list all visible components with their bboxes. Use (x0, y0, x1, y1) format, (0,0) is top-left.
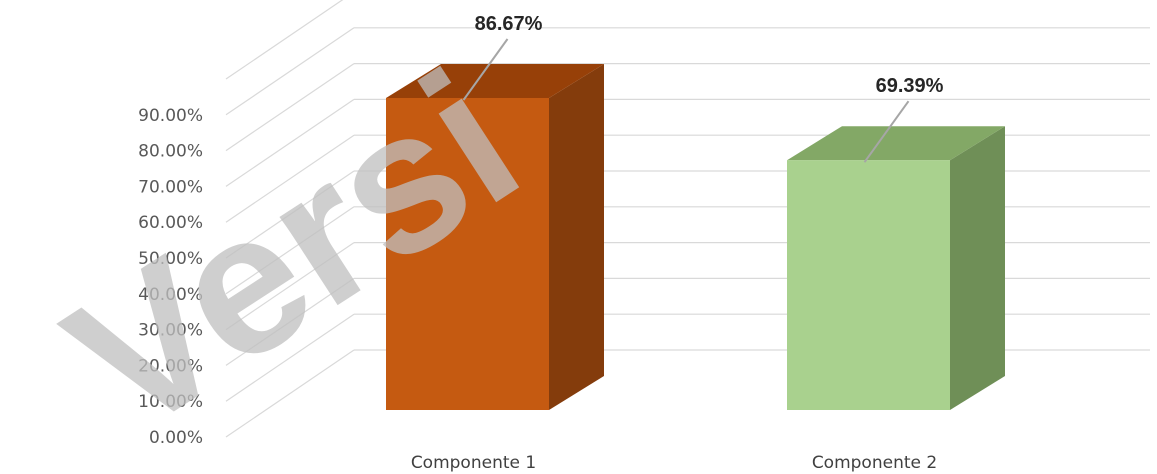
x-axis-category-labels: Componente 1 Componente 2 (411, 453, 937, 473)
y-tick-label: 40.00% (138, 285, 203, 305)
bar (787, 160, 950, 410)
bar-side-face (950, 126, 1005, 411)
x-category-label: Componente 1 (411, 453, 536, 473)
y-tick-label: 90.00% (138, 106, 203, 126)
gridline-floor (225, 63, 355, 152)
bar-top-face (386, 63, 604, 98)
gridline-floor (225, 170, 355, 259)
gridline-floor (225, 27, 355, 116)
gridline-floor (225, 98, 355, 187)
gridline-floor (225, 134, 355, 223)
gridline-floor (225, 349, 355, 438)
gridline-floor (225, 0, 344, 80)
bars (386, 63, 1005, 411)
gridline-floor (225, 206, 355, 295)
y-tick-label: 80.00% (138, 142, 203, 162)
x-category-label: Componente 2 (812, 453, 937, 473)
y-axis-tick-labels: 0.00% 10.00% 20.00% 30.00% 40.00% 50.00% 60.00… (138, 106, 203, 448)
bar-top-face (787, 126, 1005, 161)
data-label: 86.67% (475, 13, 543, 35)
data-label-leader-line (462, 38, 509, 101)
gridline-floor (225, 313, 355, 402)
y-tick-label: 60.00% (138, 213, 203, 233)
y-tick-label: 0.00% (149, 428, 203, 448)
y-tick-label: 30.00% (138, 321, 203, 341)
gridline-floor (225, 242, 355, 331)
gridline-floor (225, 277, 355, 366)
y-tick-label: 20.00% (138, 356, 203, 376)
y-tick-label: 10.00% (138, 392, 203, 412)
bar-side-face (549, 63, 604, 410)
data-label-leader-line (863, 100, 910, 163)
bar (386, 97, 549, 410)
data-labels: 86.67% 69.39% (462, 13, 944, 163)
data-label: 69.39% (876, 75, 944, 97)
y-tick-label: 50.00% (138, 249, 203, 269)
y-tick-label: 70.00% (138, 177, 203, 197)
